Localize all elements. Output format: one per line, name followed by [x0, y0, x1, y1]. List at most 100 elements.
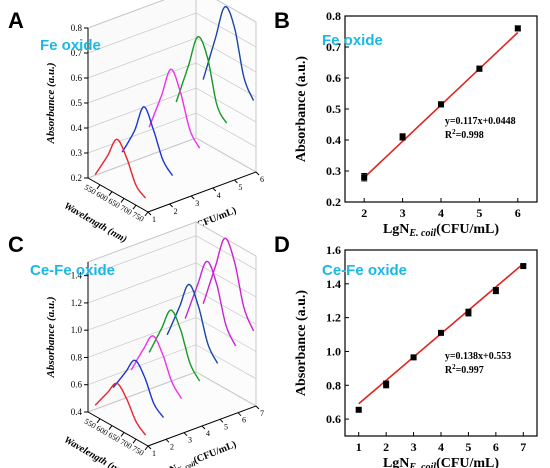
panel-b-inset-label: Fe oxide	[322, 32, 383, 49]
panel-d-y-axis-label: Absorbance (a.u.)	[294, 290, 309, 397]
panel-a-spectrum-line	[202, 5, 255, 101]
panel-b-y-tick-label: 0.4	[326, 133, 341, 147]
panel-d-equation: y=0.138x+0.553	[445, 351, 511, 362]
panel-a-y-tick-label: 2	[174, 207, 178, 216]
panel-d-x-tick-label: 5	[465, 440, 471, 454]
panel-c-y-tick	[147, 445, 152, 450]
panel-d-y-tick-label: 0.8	[326, 378, 341, 392]
panel-c: 0.4 0.6 0.8 1.0 1.2 1.4 550 600 650 700 750 1 2 3 4 5 6 7…	[0, 221, 275, 468]
panel-a-spectrum-line	[175, 35, 228, 124]
panel-a-x-tick	[120, 198, 125, 203]
panel-b-data-point	[514, 25, 521, 32]
panel-a-z-gridline	[87, 0, 257, 29]
panel-c-y-tick	[201, 425, 206, 430]
panel-a-x-tick	[144, 211, 149, 217]
panel-b-x-tick-label: 3	[400, 206, 406, 220]
panel-b-y-tick-label: 0.7	[326, 40, 341, 54]
panel-c-spectrum-line	[112, 359, 165, 418]
panel-c-x-tick	[96, 418, 101, 424]
panel-d-x-tick-label: 7	[520, 440, 526, 454]
panel-a-z-gridline	[87, 62, 257, 104]
panel-c-y-tick	[183, 432, 188, 437]
panel-d-x-tick-label: 4	[438, 440, 444, 454]
panel-a-spectrum-line	[121, 106, 174, 177]
panel-c-y-tick	[255, 405, 260, 410]
panel-b-letter: B	[274, 8, 290, 33]
panel-c-z-gridline	[87, 317, 257, 358]
panel-a-z-axis-label: Absorbance (a.u.)	[45, 63, 57, 145]
panel-a-letter: A	[8, 8, 24, 33]
panel-c-y-tick	[219, 418, 224, 423]
panel-c-y-tick-label: 5	[224, 422, 228, 431]
panel-a-z-gridline	[87, 87, 257, 129]
panel-c-y-tick-label: 7	[260, 409, 264, 418]
panel-c-spectrum-line	[166, 283, 219, 364]
panel-c-z-tick-label: 0.6	[71, 380, 83, 390]
panel-b-y-tick-label: 0.2	[326, 195, 341, 209]
panel-b-x-axis-label: LgNE. coil(CFU/mL)	[383, 222, 499, 239]
panel-c-x-tick	[144, 445, 149, 451]
panel-a-z-tick-label: 0.5	[71, 98, 83, 108]
panel-a-spectrum-line	[148, 68, 201, 149]
panel-b-y-axis-label: Absorbance (a.u.)	[294, 56, 309, 163]
panel-c-inset-label: Ce-Fe oxide	[30, 262, 116, 279]
panel-d-x-tick-label: 6	[493, 440, 499, 454]
panel-b: 2 3 4 5 6 0.2 0.3 0.4 0.5 0.6 0.7 0.8 Absorbance (a.…	[275, 0, 550, 239]
panel-d-data-point	[438, 329, 444, 336]
panel-a-y-tick-label: 5	[238, 183, 242, 192]
panel-b-data-point	[399, 133, 406, 140]
panel-a-z-gridline	[87, 112, 257, 154]
panel-c-z-tick-label: 1.4	[71, 271, 83, 281]
panel-c-z-gridline	[87, 371, 257, 413]
panel-a-x-axis-line	[87, 177, 149, 213]
panel-c-z-gridline	[87, 344, 257, 386]
panel-c-spectrum-line	[148, 309, 201, 382]
panel-d-data-point	[355, 406, 362, 413]
panel-b-x-tick-label: 6	[515, 206, 521, 220]
panel-a-y-tick	[147, 211, 152, 216]
panel-c-spectrum-line	[94, 382, 147, 436]
panel-b-data-point	[438, 101, 444, 108]
panel-b-data-point	[476, 65, 483, 72]
panel-d-y-tick-label: 1.2	[326, 311, 341, 325]
panel-c-x-tick	[132, 438, 137, 444]
panel-c-letter: C	[8, 232, 24, 257]
panel-c-y-tick	[165, 438, 170, 443]
panel-a-y-axis-line	[147, 171, 257, 213]
panel-d-inset-label: Ce-Fe oxide	[322, 262, 408, 279]
panel-c-spectrum-line	[184, 260, 237, 347]
panel-a-z-tick-label: 0.4	[71, 123, 83, 133]
panel-b-y-tick-label: 0.5	[326, 102, 341, 116]
panel-a-y-tick-label: 6	[260, 175, 264, 184]
panel-d-y-tick-label: 1.0	[326, 344, 341, 358]
panel-c-z-tick-label: 1.2	[71, 298, 82, 308]
panel-d-data-point	[492, 287, 499, 294]
panel-a-x-tick	[108, 191, 113, 196]
panel-c-spectrum-line	[130, 335, 183, 399]
panel-a-y-tick-label: 1	[152, 215, 156, 224]
panel-c-y-tick-label: 3	[188, 436, 192, 445]
panel-c-y-tick-label: 2	[170, 442, 174, 451]
panel-d-data-point	[383, 381, 390, 388]
panel-d-data-point	[520, 263, 527, 270]
panel-c-y-tick-label: 1	[152, 449, 156, 458]
panel-b-r-squared: R2=0.998	[445, 128, 484, 141]
panel-b-x-tick-label: 2	[361, 206, 367, 220]
panel-d-data-point	[465, 309, 472, 316]
panel-b-scatter-chart: 2 3 4 5 6 0.2 0.3 0.4 0.5 0.6 0.7 0.8 Absorbance (a.…	[294, 9, 538, 239]
panel-d-letter: D	[274, 232, 290, 257]
panel-b-x-tick-label: 4	[438, 206, 444, 220]
panel-b-y-tick-label: 0.3	[326, 164, 341, 178]
panel-a-y-tick	[190, 195, 195, 200]
panel-d: 1 2 3 4 5 6 7 0.6 0.8 1.0 1.2 1.4 1.6 Absorbance (a.u…	[275, 234, 550, 468]
panel-c-z-tick-label: 0.4	[71, 407, 83, 417]
panel-a-y-tick	[234, 179, 238, 184]
panel-c-z-tick-label: 0.8	[71, 352, 83, 362]
panel-c-x-tick	[120, 432, 125, 437]
panel-b-y-tick-label: 0.6	[326, 71, 341, 85]
panel-b-y-tick-label: 0.8	[326, 9, 341, 23]
panel-c-x-tick	[108, 425, 113, 430]
panel-a-z-tick-label: 0.2	[71, 173, 82, 183]
